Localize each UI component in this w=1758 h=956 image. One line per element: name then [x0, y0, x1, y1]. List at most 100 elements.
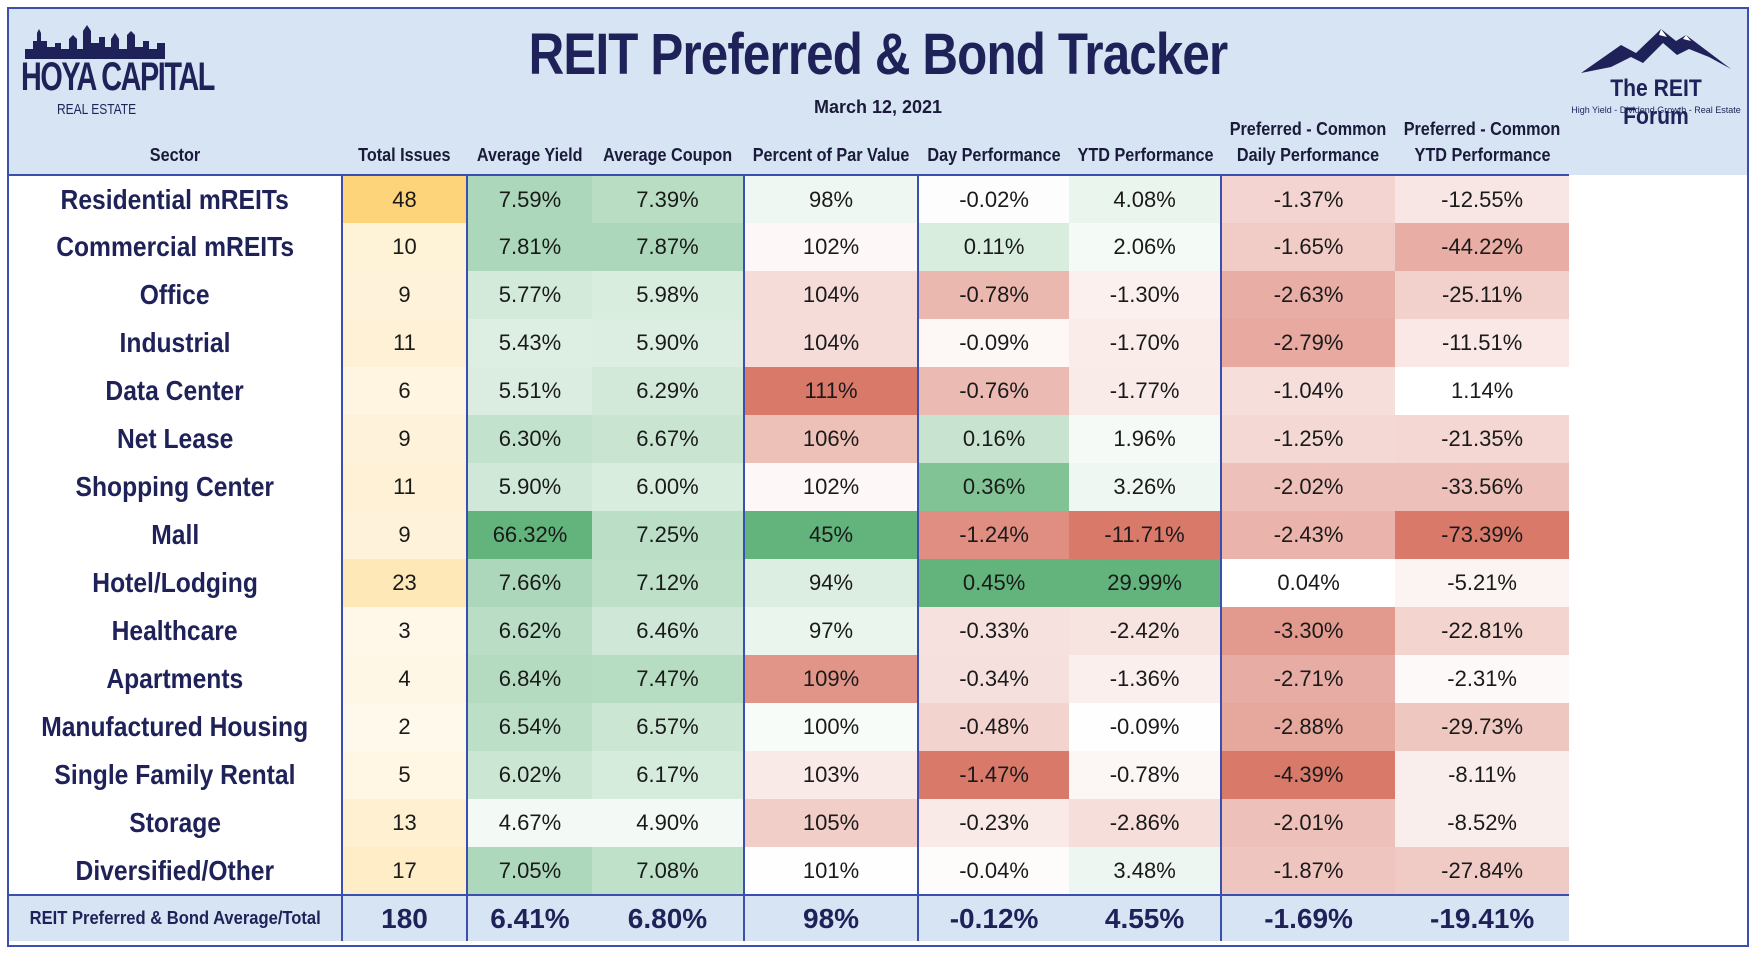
par-cell: 100%: [742, 703, 919, 751]
day-cell: 0.11%: [917, 223, 1070, 271]
pc-daily-cell: -2.01%: [1220, 799, 1396, 847]
mountain-icon: [1581, 29, 1731, 73]
yield-cell: 6.84%: [466, 655, 592, 703]
ytd-cell: -1.30%: [1069, 271, 1222, 319]
issues-cell: 11: [341, 319, 467, 367]
sector-cell: Office: [9, 271, 342, 319]
par-cell: 101%: [742, 847, 919, 895]
ytd-cell: 4.08%: [1069, 175, 1222, 223]
table-row: Healthcare 3 6.62% 6.46% 97% -0.33% -2.42% -3.3…: [9, 607, 1570, 655]
total-day: -0.12%: [917, 894, 1070, 941]
yield-cell: 66.32%: [466, 511, 592, 559]
issues-cell: 48: [341, 175, 467, 223]
ytd-cell: -1.77%: [1069, 367, 1222, 415]
issues-cell: 9: [341, 415, 467, 463]
day-cell: -0.23%: [917, 799, 1070, 847]
total-par: 98%: [742, 894, 919, 941]
table-row: Shopping Center 11 5.90% 6.00% 102% 0.36% 3.26…: [9, 463, 1570, 511]
par-cell: 45%: [742, 511, 919, 559]
table-row: Hotel/Lodging 23 7.66% 7.12% 94% 0.45% 29.99% 0…: [9, 559, 1570, 607]
ytd-cell: 29.99%: [1069, 559, 1222, 607]
par-cell: 94%: [742, 559, 919, 607]
yield-cell: 4.67%: [466, 799, 592, 847]
par-cell: 102%: [742, 463, 919, 511]
pc-daily-cell: -1.04%: [1220, 367, 1396, 415]
page-title: REIT Preferred & Bond Tracker: [528, 22, 1229, 87]
hoya-capital-logo: HOYA CAPITAL REAL ESTATE: [21, 19, 215, 119]
table-row: Industrial 11 5.43% 5.90% 104% -0.09% -1.70% -2…: [9, 319, 1570, 367]
issues-cell: 13: [341, 799, 467, 847]
pc-ytd-cell: -2.31%: [1395, 655, 1570, 703]
hoya-logo-name: HOYA CAPITAL: [21, 55, 215, 99]
pc-ytd-cell: -27.84%: [1395, 847, 1570, 895]
par-cell: 104%: [742, 271, 919, 319]
day-cell: -1.47%: [917, 751, 1070, 799]
pc-daily-cell: -1.25%: [1220, 415, 1396, 463]
day-cell: 0.16%: [917, 415, 1070, 463]
yield-cell: 7.59%: [466, 175, 592, 223]
col-header-issues: Total Issues: [342, 9, 467, 176]
yield-cell: 6.62%: [466, 607, 592, 655]
yield-cell: 6.54%: [466, 703, 592, 751]
issues-cell: 3: [341, 607, 467, 655]
pc-ytd-cell: -25.11%: [1395, 271, 1570, 319]
par-cell: 104%: [742, 319, 919, 367]
ytd-cell: -11.71%: [1069, 511, 1222, 559]
sector-cell: Storage: [9, 799, 342, 847]
pc-daily-cell: -4.39%: [1220, 751, 1396, 799]
total-yield: 6.41%: [466, 894, 592, 941]
ytd-cell: 1.96%: [1069, 415, 1222, 463]
day-cell: -0.34%: [917, 655, 1070, 703]
yield-cell: 5.43%: [466, 319, 592, 367]
coupon-cell: 5.90%: [592, 319, 744, 367]
coupon-cell: 4.90%: [592, 799, 744, 847]
yield-cell: 7.81%: [466, 223, 592, 271]
pc-ytd-cell: -44.22%: [1395, 223, 1570, 271]
pc-daily-cell: -2.63%: [1220, 271, 1396, 319]
table-row: Storage 13 4.67% 4.90% 105% -0.23% -2.86% -2.01…: [9, 799, 1570, 847]
col-header-par: Percent of Par Value: [744, 9, 919, 176]
pc-daily-cell: -1.37%: [1220, 175, 1396, 223]
day-cell: -1.24%: [917, 511, 1070, 559]
ytd-cell: 2.06%: [1069, 223, 1222, 271]
table-row: Manufactured Housing 2 6.54% 6.57% 100% -0.48…: [9, 703, 1570, 751]
coupon-cell: 6.17%: [592, 751, 744, 799]
pc-ytd-cell: -33.56%: [1395, 463, 1570, 511]
reit-forum-logo-name: The REIT Forum: [1610, 75, 1702, 130]
col-header-sector: Sector: [9, 9, 342, 176]
ytd-cell: -0.78%: [1069, 751, 1222, 799]
coupon-cell: 6.67%: [592, 415, 744, 463]
sector-cell: Shopping Center: [9, 463, 342, 511]
pc-ytd-cell: -5.21%: [1395, 559, 1570, 607]
total-row: REIT Preferred & Bond Average/Total 180 …: [9, 894, 1570, 941]
coupon-cell: 7.87%: [592, 223, 744, 271]
yield-cell: 7.05%: [466, 847, 592, 895]
issues-cell: 9: [341, 271, 467, 319]
col-header-coupon: Average Coupon: [592, 9, 744, 176]
issues-cell: 10: [341, 223, 467, 271]
sector-cell: Data Center: [9, 367, 342, 415]
total-coupon: 6.80%: [592, 894, 744, 941]
pc-ytd-cell: -29.73%: [1395, 703, 1570, 751]
total-label: REIT Preferred & Bond Average/Total: [9, 894, 342, 941]
pc-daily-cell: -2.02%: [1220, 463, 1396, 511]
table-row: Mall 9 66.32% 7.25% 45% -1.24% -11.71% -2.43% -7…: [9, 511, 1570, 559]
total-pc-ytd: -19.41%: [1395, 894, 1570, 941]
coupon-cell: 7.47%: [592, 655, 744, 703]
total-ytd: 4.55%: [1069, 894, 1222, 941]
ytd-cell: -2.86%: [1069, 799, 1222, 847]
par-cell: 111%: [742, 367, 919, 415]
sector-cell: Single Family Rental: [9, 751, 342, 799]
reit-forum-logo-sub: High Yield - Dividend Growth - Real Esta…: [1571, 105, 1741, 115]
issues-cell: 4: [341, 655, 467, 703]
pc-ytd-cell: -73.39%: [1395, 511, 1570, 559]
coupon-cell: 6.57%: [592, 703, 744, 751]
ytd-cell: -1.70%: [1069, 319, 1222, 367]
coupon-cell: 6.46%: [592, 607, 744, 655]
coupon-cell: 7.12%: [592, 559, 744, 607]
tracker-frame: Sector Total Issues Average Yield Averag…: [7, 7, 1749, 947]
pc-ytd-cell: -22.81%: [1395, 607, 1570, 655]
sector-cell: Commercial mREITs: [9, 223, 342, 271]
pc-ytd-cell: -8.11%: [1395, 751, 1570, 799]
sector-cell: Residential mREITs: [9, 175, 342, 223]
